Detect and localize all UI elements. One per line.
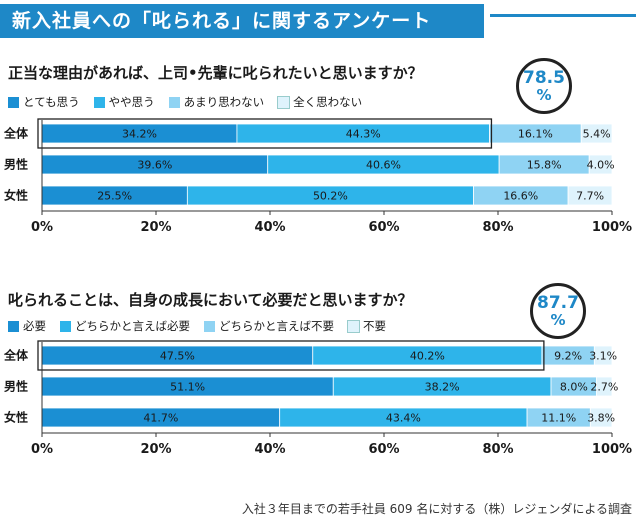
chart1-legend: とても思う やや思う あまり思わない 全く思わない xyxy=(8,94,362,110)
legend-item: 全く思わない xyxy=(277,94,363,110)
legend-swatch xyxy=(347,319,360,333)
data-label: 51.1% xyxy=(170,381,205,394)
chart1-plot: 全体 34.2% 44.3% 16.1% 5.4% 男性 39.6% 40.6% 15.8% 4.… xyxy=(3,118,632,235)
x-tick-label: 20% xyxy=(140,220,171,235)
chart2-callout: 87.7 % xyxy=(530,283,586,339)
data-label: 34.2% xyxy=(122,128,157,141)
bar-segment xyxy=(580,123,613,144)
callout-value: 78.5 xyxy=(523,68,565,88)
callout-unit: % xyxy=(536,86,552,104)
x-tick-label: 40% xyxy=(254,220,285,235)
footnote: 入社３年目までの若手社員 609 名に対する（株）レジェンダによる調査 xyxy=(241,502,632,516)
x-tick-label: 40% xyxy=(254,442,285,457)
legend-label: あまり思わない xyxy=(183,95,265,109)
data-label: 40.2% xyxy=(410,350,445,363)
bar-segment xyxy=(589,407,613,428)
legend-item: どちらかと言えば必要 xyxy=(60,318,190,334)
bar-segment xyxy=(588,154,613,175)
callout-value: 87.7 xyxy=(537,293,579,313)
x-tick-label: 80% xyxy=(482,220,513,235)
data-label: 3.8% xyxy=(587,412,615,425)
chart2-legend: 必要 どちらかと言えば必要 どちらかと言えば不要 不要 xyxy=(8,318,386,334)
category-label: 男性 xyxy=(4,157,28,172)
x-tick-label: 20% xyxy=(140,442,171,457)
data-label: 9.2% xyxy=(554,350,582,363)
x-tick-label: 0% xyxy=(31,220,53,235)
data-label: 39.6% xyxy=(137,159,172,172)
data-label: 16.1% xyxy=(518,128,553,141)
data-label: 3.1% xyxy=(589,350,617,363)
legend-label: とても思う xyxy=(23,95,80,109)
category-label: 女性 xyxy=(4,410,28,425)
data-label: 47.5% xyxy=(160,350,195,363)
data-label: 16.6% xyxy=(503,190,538,203)
legend-item: 不要 xyxy=(347,318,386,334)
callout-unit: % xyxy=(550,311,566,329)
chart1-title: 正当な理由があれば、上司•先輩に叱られたいと思いますか？ xyxy=(8,64,423,82)
legend-swatch xyxy=(93,96,105,108)
x-tick-label: 60% xyxy=(368,442,399,457)
category-label: 全体 xyxy=(3,126,29,141)
data-label: 7.7% xyxy=(576,190,604,203)
chart2-plot: 全体 47.5% 40.2% 9.2% 3.1% 男性 51.1% 38.2% 8.0% 2.7%… xyxy=(3,340,632,457)
data-label: 25.5% xyxy=(97,190,132,203)
bar-segment xyxy=(567,185,613,206)
chart2-title: 叱られることは、自身の成長において必要だと思いますか？ xyxy=(8,291,413,309)
legend-swatch xyxy=(60,320,71,332)
highlight-box xyxy=(37,118,493,149)
legend-label: 必要 xyxy=(23,319,46,333)
legend-label: どちらかと言えば必要 xyxy=(75,319,190,333)
category-label: 女性 xyxy=(4,188,28,203)
x-tick-label: 80% xyxy=(482,442,513,457)
data-label: 2.7% xyxy=(590,381,618,394)
legend-label: どちらかと言えば不要 xyxy=(219,319,334,333)
legend-label: やや思う xyxy=(108,95,155,109)
data-label: 8.0% xyxy=(560,381,588,394)
data-label: 5.4% xyxy=(583,128,611,141)
legend-label: 全く思わない xyxy=(293,95,363,109)
title-rule xyxy=(490,14,636,17)
x-tick-label: 0% xyxy=(31,442,53,457)
data-label: 44.3% xyxy=(346,128,381,141)
legend-swatch xyxy=(8,320,19,332)
bar-segment xyxy=(596,376,613,397)
bar-segment xyxy=(593,345,613,366)
data-label: 40.6% xyxy=(366,159,401,172)
category-label: 全体 xyxy=(3,348,29,363)
data-label: 43.4% xyxy=(386,412,421,425)
data-label: 4.0% xyxy=(587,159,615,172)
legend-label: 不要 xyxy=(363,319,386,333)
chart1-callout: 78.5 % xyxy=(516,58,572,114)
legend-item: 必要 xyxy=(8,318,46,334)
data-label: 11.1% xyxy=(541,412,576,425)
category-label: 男性 xyxy=(4,379,28,394)
x-tick-label: 60% xyxy=(368,220,399,235)
x-tick-label: 100% xyxy=(592,220,632,235)
legend-item: やや思う xyxy=(93,94,155,110)
legend-item: どちらかと言えば不要 xyxy=(204,318,334,334)
data-label: 41.7% xyxy=(143,412,178,425)
legend-swatch xyxy=(8,96,19,108)
legend-swatch xyxy=(277,95,291,109)
legend-item: あまり思わない xyxy=(168,94,265,110)
page-title: 新入社員への「叱られる」に関するアンケート xyxy=(0,4,484,38)
data-label: 38.2% xyxy=(425,381,460,394)
data-label: 15.8% xyxy=(527,159,562,172)
data-label: 50.2% xyxy=(313,190,348,203)
legend-swatch xyxy=(204,320,215,332)
legend-item: とても思う xyxy=(8,94,80,110)
highlight-box xyxy=(37,340,545,371)
x-tick-label: 100% xyxy=(592,442,632,457)
legend-swatch xyxy=(168,96,180,108)
